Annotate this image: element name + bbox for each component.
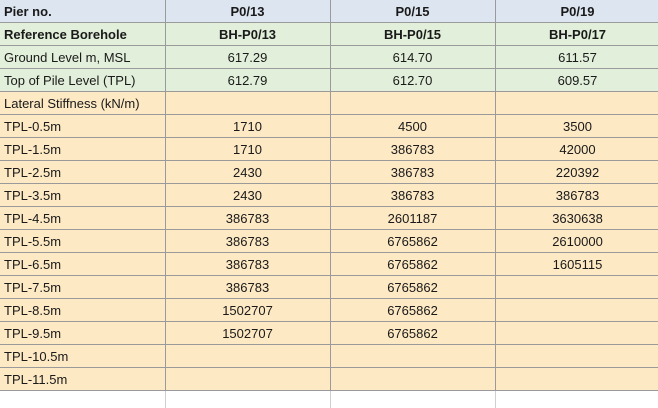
stiffness-value-cell[interactable]: 386783 [330,184,495,207]
stiffness-value-cell[interactable] [330,368,495,391]
stiffness-value-cell[interactable]: 386783 [165,207,330,230]
borehole-cell[interactable]: BH-P0/15 [330,23,495,46]
empty-cell[interactable] [330,391,495,408]
pier-label-cell[interactable]: Pier no. [0,0,165,23]
borehole-cell[interactable]: BH-P0/17 [495,23,658,46]
borehole-cell[interactable]: BH-P0/13 [165,23,330,46]
stiffness-value-cell[interactable]: 1502707 [165,299,330,322]
stiffness-value-cell[interactable] [495,368,658,391]
depth-label-cell[interactable]: TPL-1.5m [0,138,165,161]
depth-label-cell[interactable]: TPL-5.5m [0,230,165,253]
stiffness-value-cell[interactable]: 386783 [330,138,495,161]
stiffness-value-cell[interactable]: 386783 [165,276,330,299]
stiffness-value-cell[interactable] [165,345,330,368]
ground-level-cell[interactable]: 614.70 [330,46,495,69]
pier-cell[interactable]: P0/19 [495,0,658,23]
stiffness-header-cell[interactable]: Lateral Stiffness (kN/m) [0,92,165,115]
header-row: Pier no. P0/13 P0/15 P0/19 [0,0,658,23]
top-of-pile-label-cell[interactable]: Top of Pile Level (TPL) [0,69,165,92]
ground-level-cell[interactable]: 617.29 [165,46,330,69]
empty-cell[interactable] [495,391,658,408]
depth-label-cell[interactable]: TPL-10.5m [0,345,165,368]
ground-level-label-cell[interactable]: Ground Level m, MSL [0,46,165,69]
borehole-row: Reference Borehole BH-P0/13 BH-P0/15 BH-… [0,23,658,46]
depth-label-cell[interactable]: TPL-2.5m [0,161,165,184]
top-of-pile-cell[interactable]: 609.57 [495,69,658,92]
stiffness-value-cell[interactable] [495,276,658,299]
empty-cell[interactable] [495,92,658,115]
ground-level-cell[interactable]: 611.57 [495,46,658,69]
stiffness-value-cell[interactable] [495,345,658,368]
stiffness-value-cell[interactable]: 386783 [165,230,330,253]
stiffness-value-cell[interactable]: 220392 [495,161,658,184]
depth-label-cell[interactable]: TPL-8.5m [0,299,165,322]
stiffness-value-cell[interactable]: 2601187 [330,207,495,230]
stiffness-value-cell[interactable]: 1502707 [165,322,330,345]
stiffness-value-cell[interactable]: 2610000 [495,230,658,253]
depth-label-cell[interactable]: TPL-9.5m [0,322,165,345]
empty-cell[interactable] [330,92,495,115]
depth-label-cell[interactable]: TPL-0.5m [0,115,165,138]
stiffness-value-cell[interactable]: 2430 [165,184,330,207]
stiffness-header-row: Lateral Stiffness (kN/m) [0,92,658,115]
borehole-label-cell[interactable]: Reference Borehole [0,23,165,46]
depth-label-cell[interactable]: TPL-3.5m [0,184,165,207]
stiffness-value-cell[interactable] [495,322,658,345]
stiffness-value-cell[interactable]: 6765862 [330,276,495,299]
depth-label-cell[interactable]: TPL-7.5m [0,276,165,299]
top-of-pile-row: Top of Pile Level (TPL) 612.79 612.70 60… [0,69,658,92]
stiffness-value-cell[interactable]: 386783 [495,184,658,207]
stiffness-value-cell[interactable]: 6765862 [330,253,495,276]
depth-label-cell[interactable]: TPL-11.5m [0,368,165,391]
table-row: TPL-11.5m [0,368,658,391]
pier-cell[interactable]: P0/13 [165,0,330,23]
stiffness-value-cell[interactable] [330,345,495,368]
stiffness-value-cell[interactable]: 4500 [330,115,495,138]
stiffness-value-cell[interactable]: 6765862 [330,322,495,345]
blank-row [0,391,658,408]
empty-cell[interactable] [0,391,165,408]
top-of-pile-cell[interactable]: 612.79 [165,69,330,92]
stiffness-value-cell[interactable] [495,299,658,322]
top-of-pile-cell[interactable]: 612.70 [330,69,495,92]
stiffness-value-cell[interactable]: 3630638 [495,207,658,230]
ground-level-row: Ground Level m, MSL 617.29 614.70 611.57 [0,46,658,69]
stiffness-value-cell[interactable]: 1710 [165,138,330,161]
stiffness-value-cell[interactable]: 2430 [165,161,330,184]
empty-cell[interactable] [165,92,330,115]
stiffness-value-cell[interactable]: 386783 [165,253,330,276]
stiffness-value-cell[interactable]: 42000 [495,138,658,161]
stiffness-value-cell[interactable]: 3500 [495,115,658,138]
stiffness-value-cell[interactable]: 1605115 [495,253,658,276]
table-row: TPL-10.5m [0,345,658,368]
depth-label-cell[interactable]: TPL-4.5m [0,207,165,230]
stiffness-value-cell[interactable]: 6765862 [330,299,495,322]
stiffness-value-cell[interactable]: 386783 [330,161,495,184]
empty-cell[interactable] [165,391,330,408]
depth-label-cell[interactable]: TPL-6.5m [0,253,165,276]
stiffness-value-cell[interactable]: 1710 [165,115,330,138]
pier-cell[interactable]: P0/15 [330,0,495,23]
stiffness-value-cell[interactable]: 6765862 [330,230,495,253]
stiffness-value-cell[interactable] [165,368,330,391]
